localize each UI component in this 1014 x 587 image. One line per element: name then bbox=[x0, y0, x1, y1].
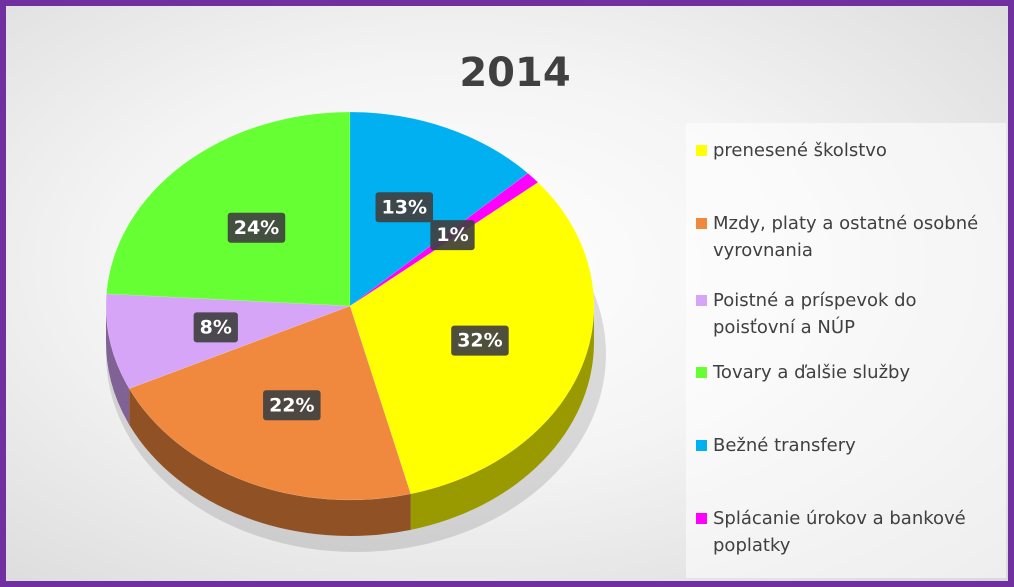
legend-entry: prenesené školstvo bbox=[696, 137, 996, 164]
legend-swatch bbox=[696, 295, 707, 306]
legend-entry: Mzdy, platy a ostatné osobné vyrovnania bbox=[696, 210, 996, 264]
pie-slice bbox=[106, 111, 351, 307]
legend-swatch bbox=[696, 367, 707, 378]
legend-swatch bbox=[696, 440, 707, 451]
legend-swatch bbox=[696, 218, 707, 229]
legend-label: Poistné a príspevok do poisťovní a NÚP bbox=[713, 290, 917, 338]
legend-label: prenesené školstvo bbox=[713, 140, 887, 161]
legend-entry: Bežné transfery bbox=[696, 432, 996, 459]
data-label-box bbox=[193, 312, 238, 343]
legend-label: Mzdy, platy a ostatné osobné vyrovnania bbox=[713, 213, 979, 261]
pie-slice bbox=[349, 111, 529, 307]
data-label: 24% bbox=[234, 217, 279, 239]
legend-entry: Poistné a príspevok do poisťovní a NÚP bbox=[696, 287, 996, 341]
legend-label: Bežné transfery bbox=[713, 435, 856, 456]
legend-entry: Splácanie úrokov a bankové poplatky bbox=[696, 505, 996, 559]
data-label-box bbox=[430, 220, 475, 251]
legend: prenesené školstvo Mzdy, platy a ostatné … bbox=[686, 123, 1006, 578]
data-label-box bbox=[263, 390, 321, 421]
data-label-box bbox=[227, 212, 286, 243]
data-label: 13% bbox=[382, 196, 427, 218]
data-label-box bbox=[451, 325, 509, 356]
chart-title: 2014 bbox=[459, 50, 570, 96]
legend-swatch bbox=[696, 145, 707, 156]
pie-side bbox=[410, 306, 594, 530]
data-label: 1% bbox=[436, 224, 468, 246]
legend-swatch bbox=[696, 513, 707, 524]
data-label: 22% bbox=[269, 394, 314, 416]
legend-label: Splácanie úrokov a bankové poplatky bbox=[713, 508, 966, 556]
pie-side bbox=[106, 306, 130, 425]
chart: 2014 32% 22% 8% 24% 13% 1% bbox=[105, 50, 606, 552]
pie-side bbox=[129, 388, 411, 536]
data-label: 8% bbox=[200, 316, 232, 338]
data-label: 32% bbox=[457, 330, 502, 352]
legend-entry: Tovary a ďalšie služby bbox=[696, 359, 996, 386]
data-label-box bbox=[375, 192, 434, 223]
legend-label: Tovary a ďalšie služby bbox=[713, 362, 911, 383]
